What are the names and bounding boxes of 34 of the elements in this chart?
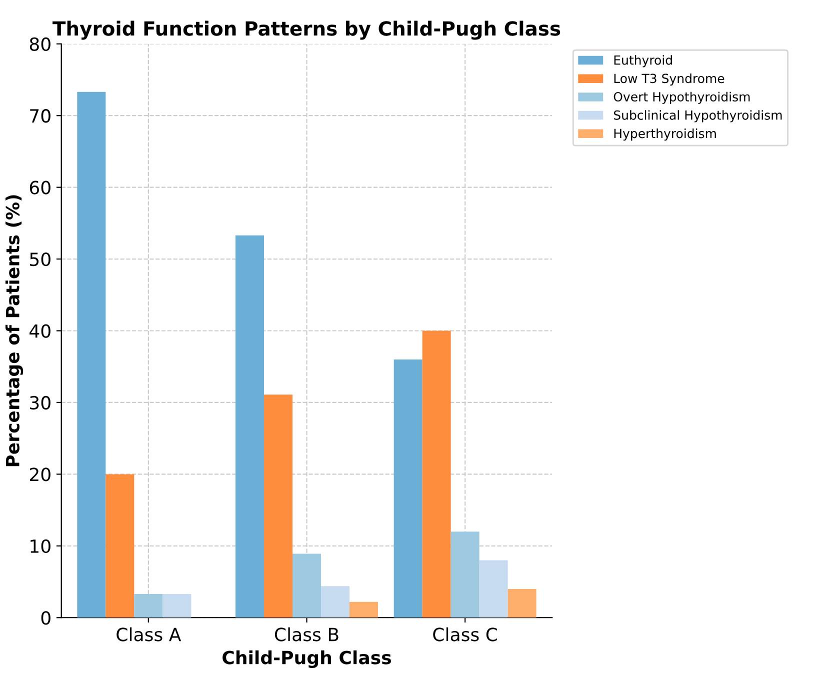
x-tick-label: Class B [274,627,338,642]
bar [422,330,451,618]
y-tick-label: 10 [30,539,50,554]
bar [394,359,422,618]
legend-label: Subclinical Hypothyroidism [614,110,782,122]
bar [321,586,350,618]
bar [236,235,264,618]
y-tick-label: 0 [41,611,50,625]
bar [106,474,134,618]
bar [479,560,508,618]
y-tick-label: 20 [30,468,50,482]
y-tick-label: 40 [30,324,50,338]
bar [162,594,192,618]
legend-label: Euthyroid [614,55,672,68]
y-tick-label: 50 [30,252,50,266]
legend-label: Hyperthyroidism [614,128,716,141]
bar [508,588,536,618]
bar [134,594,163,618]
legend-label: Overt Hypothyroidism [614,92,750,104]
y-tick-label: 30 [30,396,50,410]
x-axis-title: Child-Pugh Class [222,650,391,668]
bar [349,602,378,618]
bar [450,532,480,618]
bar [77,92,106,618]
bar [264,394,292,618]
y-tick-label: 80 [30,37,50,51]
x-tick-label: Class C [433,627,498,642]
chart-title: Thyroid Function Patterns by Child-Pugh Class [52,20,560,40]
legend-label: Low T3 Syndrome [614,73,724,86]
y-axis-title: Percentage of Patients (%) [5,195,24,466]
y-tick-label: 70 [30,109,50,123]
x-tick-label: Class A [116,627,182,642]
y-tick-label: 60 [30,180,50,194]
bar [292,554,321,618]
